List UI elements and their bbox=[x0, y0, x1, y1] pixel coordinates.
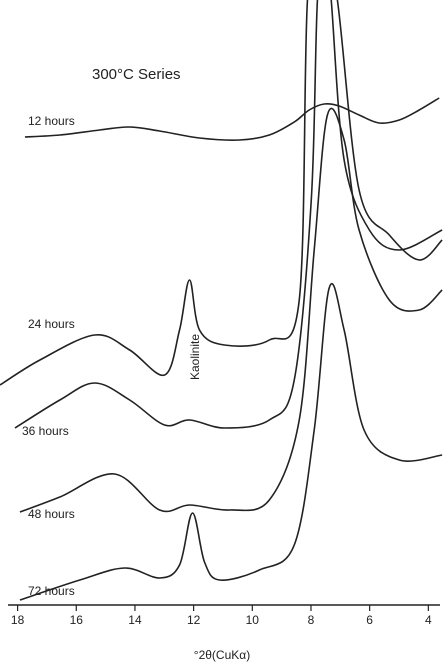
curve bbox=[19, 107, 443, 513]
x-axis-label: °2θ(CuKα) bbox=[194, 648, 250, 662]
x-tick-label: 4 bbox=[425, 613, 432, 627]
chart-title: 300°C Series bbox=[92, 66, 181, 83]
curve bbox=[0, 0, 443, 386]
series-label: 36 hours bbox=[22, 424, 69, 438]
x-tick-label: 6 bbox=[366, 613, 373, 627]
x-tick-label: 10 bbox=[246, 613, 260, 627]
x-tick-label: 8 bbox=[308, 613, 315, 627]
x-tick-label: 12 bbox=[187, 613, 201, 627]
x-tick-label: 14 bbox=[128, 613, 142, 627]
series-label: 24 hours bbox=[28, 317, 75, 331]
curve bbox=[24, 97, 440, 141]
plot-area bbox=[0, 0, 443, 601]
series-label: 72 hours bbox=[28, 584, 75, 598]
annotation: Kaolinite bbox=[188, 334, 202, 380]
series-label: 48 hours bbox=[28, 507, 75, 521]
series-label: 12 hours bbox=[28, 114, 75, 128]
curve bbox=[19, 283, 443, 601]
x-tick-label: 16 bbox=[70, 613, 84, 627]
x-tick-label: 18 bbox=[11, 613, 25, 627]
curve bbox=[14, 0, 443, 429]
